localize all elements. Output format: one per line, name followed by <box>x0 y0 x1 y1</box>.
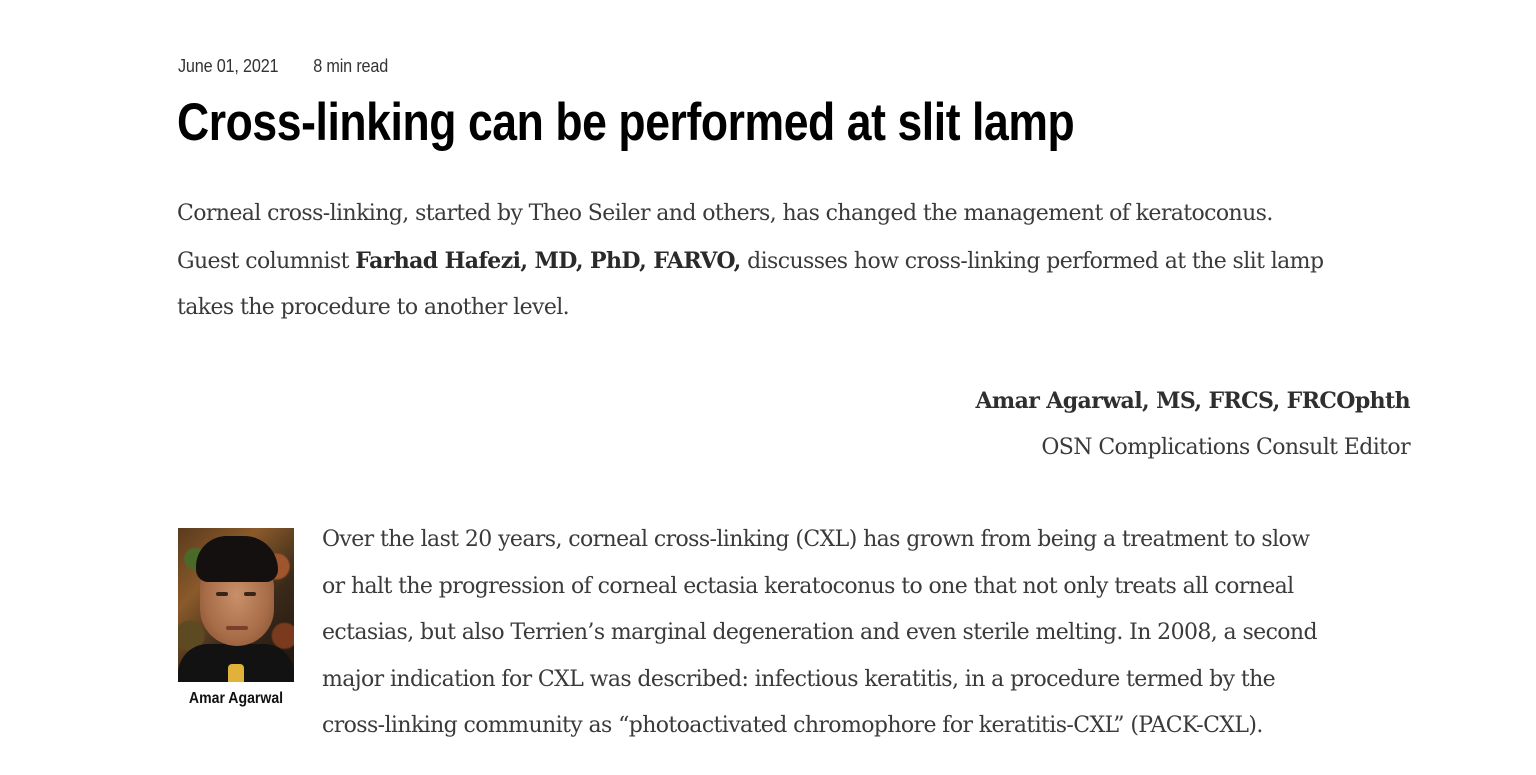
body-line: cross-linking community as “photoactivat… <box>322 713 1263 738</box>
body-line: Over the last 20 years, corneal cross-li… <box>322 527 1310 552</box>
intro-line-3: takes the procedure to another level. <box>177 295 570 320</box>
intro-line-1: Corneal cross-linking, started by Theo S… <box>177 201 1273 226</box>
article-intro: Corneal cross-linking, started by Theo S… <box>177 191 1417 332</box>
intro-line-2: Guest columnist Farhad Hafezi, MD, PhD, … <box>177 238 1417 286</box>
author-name: Amar Agarwal, MS, FRCS, FRCOphth <box>975 388 1410 414</box>
author-figure: Amar Agarwal <box>178 528 294 708</box>
article-meta: June 01, 2021 8 min read <box>178 56 388 77</box>
guest-columnist-name: Farhad Hafezi, MD, PhD, FARVO, <box>355 247 741 274</box>
read-time: 8 min read <box>313 56 389 76</box>
byline: Amar Agarwal, MS, FRCS, FRCOphth OSN Com… <box>975 378 1410 471</box>
body-line: major indication for CXL was described: … <box>322 666 1276 692</box>
author-photo-caption: Amar Agarwal <box>188 690 284 707</box>
intro-text: Guest columnist <box>177 248 356 274</box>
author-portrait-icon <box>178 528 294 682</box>
body-line: or halt the progression of corneal ectas… <box>322 573 1294 599</box>
author-role: OSN Complications Consult Editor <box>1041 434 1410 460</box>
article-title: Cross-linking can be performed at slit l… <box>177 93 1075 152</box>
body-line: ectasias, but also Terrien’s marginal de… <box>322 620 1318 645</box>
intro-text: discusses how cross-linking performed at… <box>740 248 1324 274</box>
publish-date: June 01, 2021 <box>178 56 279 76</box>
article-body: Over the last 20 years, corneal cross-li… <box>322 517 1422 750</box>
